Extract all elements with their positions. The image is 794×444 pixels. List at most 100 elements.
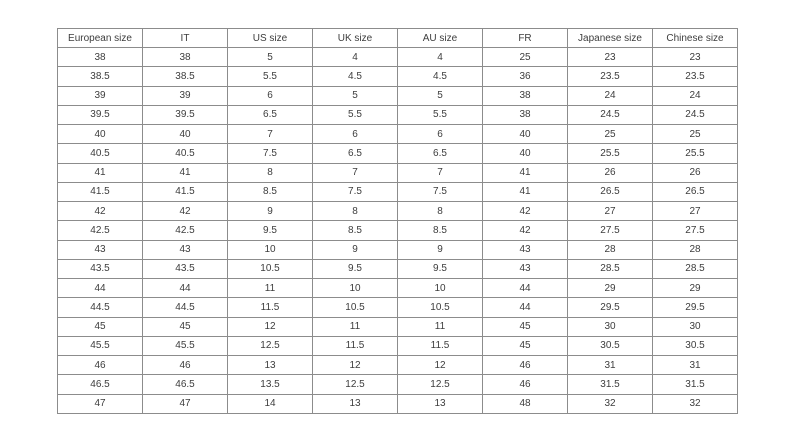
column-header: FR [482, 28, 568, 48]
table-cell: 4.5 [397, 66, 483, 87]
table-cell: 31.5 [652, 374, 738, 395]
table-row: 43 43 10 9 9 43 28 28 [57, 239, 738, 260]
table-cell: 40 [142, 123, 228, 145]
table-row: 43.5 43.5 10.5 9.5 9.5 43 28.5 28.5 [57, 258, 738, 280]
table-cell: 23 [652, 46, 738, 68]
table-cell: 31 [652, 354, 738, 376]
table-cell: 12 [312, 354, 398, 376]
table-cell: 40.5 [142, 143, 228, 164]
table-header: European size IT US size UK size AU size FR Ja… [57, 28, 738, 48]
table-cell: 31.5 [567, 374, 653, 395]
table-cell: 23.5 [567, 66, 653, 87]
table-cell: 43 [142, 239, 228, 260]
table-cell: 42.5 [142, 220, 228, 241]
table-cell: 27 [567, 200, 653, 222]
table-cell: 14 [227, 393, 313, 414]
table-cell: 43.5 [142, 258, 228, 280]
table-cell: 30 [567, 316, 653, 337]
table-cell: 36 [482, 66, 568, 87]
table-cell: 8 [312, 200, 398, 222]
table-cell: 44 [482, 277, 568, 299]
table-cell: 7 [227, 123, 313, 145]
size-conversion-table-container: European size IT US size UK size AU size FR Ja… [57, 28, 738, 414]
table-cell: 13.5 [227, 374, 313, 395]
table-cell: 5 [397, 85, 483, 106]
table-cell: 27 [652, 200, 738, 222]
column-header: European size [57, 28, 143, 48]
table-cell: 11 [312, 316, 398, 337]
table-cell: 39 [142, 85, 228, 106]
table-cell: 7 [312, 162, 398, 183]
table-cell: 42 [142, 200, 228, 222]
table-cell: 5 [312, 85, 398, 106]
table-cell: 11 [397, 316, 483, 337]
table-cell: 42.5 [57, 220, 143, 241]
table-cell: 5 [227, 46, 313, 68]
table-cell: 29 [652, 277, 738, 299]
table-cell: 10 [397, 277, 483, 299]
column-header: UK size [312, 28, 398, 48]
table-cell: 6 [397, 123, 483, 145]
table-cell: 7 [397, 162, 483, 183]
table-cell: 27.5 [567, 220, 653, 241]
table-cell: 12.5 [227, 335, 313, 357]
table-cell: 4 [312, 46, 398, 68]
table-cell: 40.5 [57, 143, 143, 164]
table-cell: 9 [312, 239, 398, 260]
table-cell: 26.5 [567, 181, 653, 203]
column-header: AU size [397, 28, 483, 48]
table-cell: 40 [482, 123, 568, 145]
table-row: 46 46 13 12 12 46 31 31 [57, 354, 738, 376]
table-cell: 24 [567, 85, 653, 106]
column-header: IT [142, 28, 228, 48]
table-cell: 43 [482, 258, 568, 280]
table-cell: 39 [57, 85, 143, 106]
table-cell: 8 [397, 200, 483, 222]
table-cell: 45 [482, 316, 568, 337]
table-cell: 11.5 [397, 335, 483, 357]
table-cell: 10.5 [397, 297, 483, 318]
table-cell: 10 [227, 239, 313, 260]
table-cell: 46 [482, 374, 568, 395]
table-cell: 6 [312, 123, 398, 145]
table-cell: 38 [482, 104, 568, 126]
table-cell: 43 [482, 239, 568, 260]
table-cell: 26 [567, 162, 653, 183]
table-cell: 40 [57, 123, 143, 145]
table-cell: 5.5 [312, 104, 398, 126]
table-cell: 44 [142, 277, 228, 299]
table-cell: 6.5 [312, 143, 398, 164]
table-cell: 24.5 [652, 104, 738, 126]
table-row: 46.5 46.5 13.5 12.5 12.5 46 31.5 31.5 [57, 374, 738, 395]
table-cell: 28.5 [567, 258, 653, 280]
table-cell: 46.5 [57, 374, 143, 395]
table-cell: 11 [227, 277, 313, 299]
table-row: 44.5 44.5 11.5 10.5 10.5 44 29.5 29.5 [57, 297, 738, 318]
table-cell: 12.5 [312, 374, 398, 395]
table-cell: 42 [482, 220, 568, 241]
table-cell: 41 [57, 162, 143, 183]
table-cell: 41 [482, 181, 568, 203]
table-cell: 47 [142, 393, 228, 414]
table-cell: 7.5 [227, 143, 313, 164]
table-cell: 44.5 [57, 297, 143, 318]
table-cell: 28 [567, 239, 653, 260]
table-cell: 41.5 [142, 181, 228, 203]
column-header: US size [227, 28, 313, 48]
table-cell: 39.5 [142, 104, 228, 126]
table-header-row: European size IT US size UK size AU size FR Ja… [57, 28, 738, 48]
table-row: 41 41 8 7 7 41 26 26 [57, 162, 738, 183]
table-row: 40 40 7 6 6 40 25 25 [57, 123, 738, 145]
table-row: 45 45 12 11 11 45 30 30 [57, 316, 738, 337]
table-row: 38.5 38.5 5.5 4.5 4.5 36 23.5 23.5 [57, 66, 738, 87]
table-cell: 46 [142, 354, 228, 376]
table-cell: 45 [482, 335, 568, 357]
table-cell: 7.5 [312, 181, 398, 203]
table-cell: 13 [312, 393, 398, 414]
table-cell: 12 [397, 354, 483, 376]
table-cell: 4 [397, 46, 483, 68]
table-cell: 24.5 [567, 104, 653, 126]
table-cell: 8.5 [397, 220, 483, 241]
table-row: 39 39 6 5 5 38 24 24 [57, 85, 738, 106]
table-cell: 43.5 [57, 258, 143, 280]
